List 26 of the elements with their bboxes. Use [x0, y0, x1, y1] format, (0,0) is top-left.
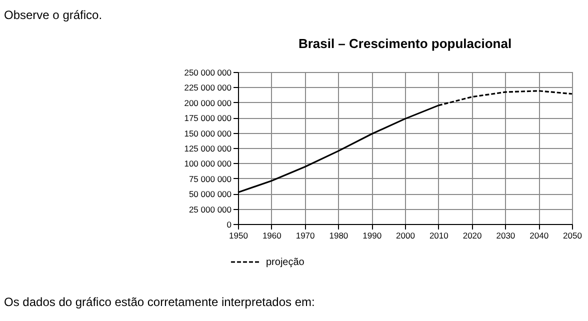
- x-tick-label: 1970: [296, 230, 316, 240]
- x-tick-label: 1950: [229, 230, 248, 240]
- chart-title: Brasil – Crescimento populacional: [298, 36, 512, 51]
- x-tick-label: 2040: [530, 230, 549, 240]
- text: Os dados do gráfico estão corretamente interpretados em:: [4, 295, 315, 309]
- y-tick-label: 25 000 000: [188, 204, 232, 214]
- legend-label: projeção: [266, 257, 305, 268]
- y-tick-label: 125 000 000: [184, 144, 232, 154]
- y-tick-label: 250 000 000: [184, 68, 232, 78]
- x-tick-label: 2050: [563, 230, 582, 240]
- x-tick-label: 1980: [329, 230, 348, 240]
- x-tick-label: 2000: [396, 230, 416, 240]
- x-tick-label: 1960: [262, 230, 282, 240]
- y-tick-label: 75 000 000: [188, 174, 232, 184]
- x-tick-label: 1990: [362, 230, 382, 240]
- text: Observe o gráfico.: [4, 8, 102, 22]
- x-tick-label: 2020: [462, 230, 482, 240]
- y-tick-label: 225 000 000: [184, 82, 232, 93]
- y-tick-label: 100 000 000: [184, 158, 232, 169]
- x-tick-label: 2010: [429, 230, 449, 240]
- x-tick-label: 2030: [496, 230, 516, 240]
- y-tick-label: 50 000 000: [188, 189, 232, 200]
- y-tick-label: 150 000 000: [184, 128, 232, 138]
- y-tick-label: 0: [226, 220, 232, 230]
- y-tick-label: 175 000 000: [184, 113, 232, 124]
- y-tick-label: 200 000 000: [184, 98, 232, 108]
